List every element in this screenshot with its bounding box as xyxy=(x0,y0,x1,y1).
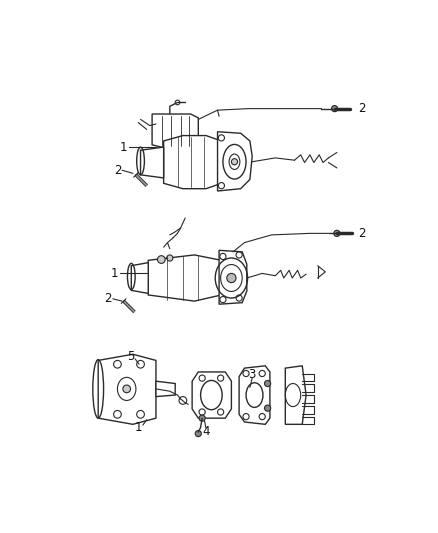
Polygon shape xyxy=(148,255,221,301)
Text: 2: 2 xyxy=(358,102,365,115)
Circle shape xyxy=(227,273,236,282)
Circle shape xyxy=(167,255,173,261)
Circle shape xyxy=(158,256,165,263)
Circle shape xyxy=(195,431,201,437)
Circle shape xyxy=(334,230,340,237)
Text: 1: 1 xyxy=(120,141,127,154)
Polygon shape xyxy=(141,147,164,178)
Text: 1: 1 xyxy=(134,421,142,434)
Circle shape xyxy=(265,405,271,411)
Text: 1: 1 xyxy=(111,267,118,280)
Polygon shape xyxy=(192,372,231,418)
Polygon shape xyxy=(156,381,175,397)
Polygon shape xyxy=(164,135,221,189)
Circle shape xyxy=(231,159,237,165)
Circle shape xyxy=(123,385,131,393)
Circle shape xyxy=(332,106,338,112)
Text: 2: 2 xyxy=(358,227,365,240)
Polygon shape xyxy=(239,366,270,424)
Polygon shape xyxy=(131,263,148,294)
Polygon shape xyxy=(219,251,247,304)
Circle shape xyxy=(265,381,271,386)
Text: 5: 5 xyxy=(127,350,134,363)
Text: 2: 2 xyxy=(104,292,112,305)
Text: 2: 2 xyxy=(114,164,121,177)
Circle shape xyxy=(199,415,205,421)
Polygon shape xyxy=(152,114,198,149)
Text: 4: 4 xyxy=(202,425,210,438)
Polygon shape xyxy=(218,132,252,191)
Text: 3: 3 xyxy=(248,368,256,381)
Polygon shape xyxy=(285,366,306,424)
Polygon shape xyxy=(98,354,156,424)
